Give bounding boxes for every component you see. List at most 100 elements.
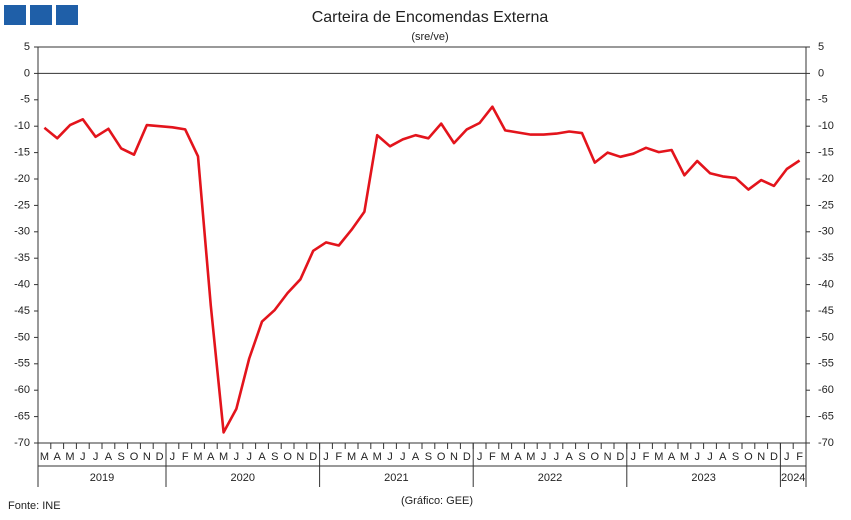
logo-block — [56, 5, 78, 25]
x-tick-label: O — [130, 451, 139, 463]
x-tick-label: D — [463, 451, 471, 463]
y-tick-label: -60 — [14, 384, 30, 396]
x-tick-label: A — [54, 451, 62, 463]
x-tick-label: S — [271, 451, 278, 463]
y-tick-label-right: -30 — [818, 226, 834, 238]
x-tick-label: J — [170, 451, 176, 463]
y-tick-label: -55 — [14, 358, 30, 370]
x-tick-label: J — [554, 451, 560, 463]
y-tick-label-right: -40 — [818, 279, 834, 291]
x-tick-label: A — [412, 451, 420, 463]
x-tick-label: A — [514, 451, 522, 463]
x-tick-label: D — [616, 451, 624, 463]
x-tick-label: J — [246, 451, 252, 463]
x-tick-label: A — [668, 451, 676, 463]
year-label: 2019 — [90, 472, 114, 484]
x-tick-label: M — [680, 451, 689, 463]
x-tick-label: O — [591, 451, 600, 463]
y-tick-label: -10 — [14, 120, 30, 132]
x-tick-label: J — [400, 451, 406, 463]
y-tick-label: -5 — [20, 94, 30, 106]
x-tick-label: O — [437, 451, 446, 463]
x-tick-label: N — [143, 451, 151, 463]
x-tick-label: N — [757, 451, 765, 463]
x-tick-label: F — [489, 451, 496, 463]
x-tick-label: M — [501, 451, 510, 463]
x-tick-label: J — [707, 451, 713, 463]
x-tick-label: J — [694, 451, 700, 463]
y-tick-label-right: -60 — [818, 384, 834, 396]
y-tick-label: -40 — [14, 279, 30, 291]
y-tick-label: -65 — [14, 411, 30, 423]
y-tick-label: -70 — [14, 437, 30, 449]
x-tick-label: J — [323, 451, 329, 463]
x-tick-label: J — [477, 451, 483, 463]
y-tick-label: -15 — [14, 147, 30, 159]
x-tick-label: S — [425, 451, 432, 463]
x-tick-label: J — [234, 451, 240, 463]
x-tick-label: D — [156, 451, 164, 463]
y-tick-label-right: 5 — [818, 41, 824, 53]
x-tick-label: S — [732, 451, 739, 463]
y-tick-label-right: -65 — [818, 411, 834, 423]
y-tick-label: -45 — [14, 305, 30, 317]
y-tick-label-right: -50 — [818, 331, 834, 343]
x-tick-label: A — [719, 451, 727, 463]
x-tick-label: S — [578, 451, 585, 463]
y-tick-label-right: -45 — [818, 305, 834, 317]
year-label: 2022 — [538, 472, 562, 484]
y-tick-label: 5 — [24, 41, 30, 53]
year-label: 2024 — [781, 472, 805, 484]
logo-block — [4, 5, 26, 25]
x-tick-label: A — [566, 451, 574, 463]
x-tick-label: M — [373, 451, 382, 463]
x-tick-label: F — [182, 451, 189, 463]
year-label: 2023 — [691, 472, 715, 484]
x-tick-label: J — [80, 451, 86, 463]
y-tick-label: -50 — [14, 331, 30, 343]
x-tick-label: J — [387, 451, 393, 463]
x-tick-label: A — [105, 451, 113, 463]
x-tick-label: J — [541, 451, 547, 463]
y-tick-label-right: -20 — [818, 173, 834, 185]
x-tick-label: M — [219, 451, 228, 463]
x-tick-label: M — [347, 451, 356, 463]
x-tick-label: A — [361, 451, 369, 463]
y-tick-label-right: -10 — [818, 120, 834, 132]
x-tick-label: F — [796, 451, 803, 463]
x-tick-label: M — [65, 451, 74, 463]
x-tick-label: O — [283, 451, 292, 463]
year-label: 2020 — [231, 472, 255, 484]
x-tick-label: D — [309, 451, 317, 463]
x-tick-label: N — [296, 451, 304, 463]
y-tick-label-right: -5 — [818, 94, 828, 106]
x-tick-label: A — [207, 451, 215, 463]
x-tick-label: A — [258, 451, 266, 463]
x-tick-label: O — [744, 451, 753, 463]
y-tick-label: -20 — [14, 173, 30, 185]
x-tick-label: N — [604, 451, 612, 463]
y-tick-label-right: -15 — [818, 147, 834, 159]
chart-subtitle: (sre/ve) — [411, 31, 448, 43]
y-tick-label: -25 — [14, 199, 30, 211]
x-tick-label: F — [335, 451, 342, 463]
x-tick-label: J — [784, 451, 790, 463]
chart-title: Carteira de Encomendas Externa — [312, 9, 549, 26]
x-tick-label: J — [630, 451, 636, 463]
x-tick-label: M — [193, 451, 202, 463]
y-tick-label-right: -55 — [818, 358, 834, 370]
y-tick-label-right: -35 — [818, 252, 834, 264]
x-tick-label: S — [118, 451, 125, 463]
source: Fonte: INE — [8, 500, 61, 512]
data-line — [43, 105, 801, 434]
plot-frame — [37, 46, 807, 444]
y-tick-label-right: 0 — [818, 67, 824, 79]
year-label: 2021 — [384, 472, 408, 484]
x-tick-label: M — [654, 451, 663, 463]
x-tick-label: N — [450, 451, 458, 463]
x-tick-label: M — [526, 451, 535, 463]
y-tick-label-right: -70 — [818, 437, 834, 449]
y-tick-label: -30 — [14, 226, 30, 238]
credit: (Gráfico: GEE) — [401, 495, 473, 507]
